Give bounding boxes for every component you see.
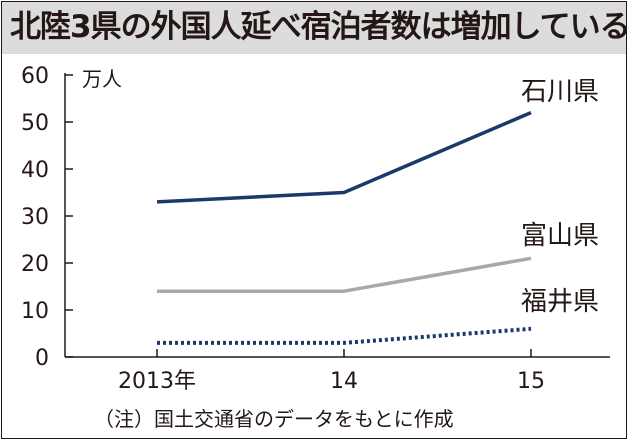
y-axis-unit-label: 万人 <box>82 67 122 91</box>
series-label-3: 福井県 <box>521 287 599 317</box>
series-label-1: 石川県 <box>521 77 599 107</box>
y-tick-label: 30 <box>21 205 49 230</box>
title-band: 北陸3県の外国人延べ宿泊者数は増加している <box>2 2 630 54</box>
series-line-1 <box>156 110 532 204</box>
y-tick-label: 40 <box>21 158 49 183</box>
y-tick-label: 60 <box>21 64 49 89</box>
chart-title: 北陸3県の外国人延べ宿泊者数は増加している <box>10 9 630 45</box>
x-tick-label: 15 <box>517 369 545 394</box>
y-tick-label: 0 <box>35 346 49 371</box>
y-tick-label: 20 <box>21 252 49 277</box>
x-tick-label: 2013年 <box>118 369 196 394</box>
y-tick-label: 50 <box>21 111 49 136</box>
y-tick-label: 10 <box>21 299 49 324</box>
x-tick-label: 14 <box>330 369 358 394</box>
source-note: （注）国土交通省のデータをもとに作成 <box>94 407 454 431</box>
series-line-2 <box>157 256 532 293</box>
series-line-3 <box>157 326 532 345</box>
series-label-2: 富山県 <box>521 221 599 251</box>
